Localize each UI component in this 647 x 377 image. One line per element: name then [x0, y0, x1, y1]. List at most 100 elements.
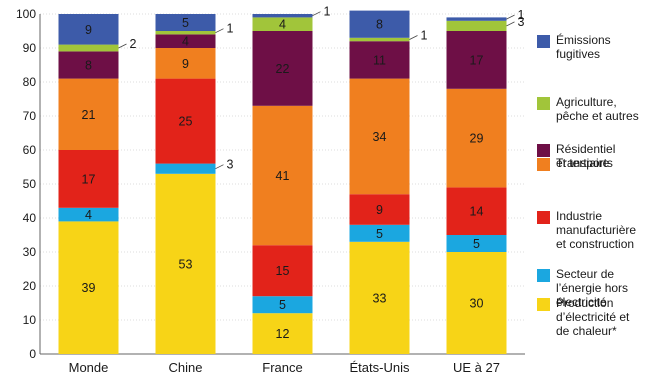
legend-label-line: électricité [556, 295, 607, 309]
data-label: 5 [279, 298, 286, 312]
y-tick-label: 30 [23, 245, 37, 259]
label-leader-line [118, 43, 127, 49]
bar-segment [58, 78, 119, 150]
data-label: 21 [82, 108, 96, 122]
legend-label-line: Émissions [556, 33, 611, 47]
data-label: 5 [473, 237, 480, 251]
legend-swatch [537, 298, 550, 311]
bar-segment [155, 31, 216, 35]
data-label: 4 [279, 18, 286, 32]
data-label: 25 [179, 115, 193, 129]
bar-segment [446, 17, 507, 21]
bar-segment [155, 48, 216, 79]
legend-swatch [537, 269, 550, 282]
y-tick-label: 0 [29, 347, 36, 361]
bar-segment [349, 224, 410, 242]
data-label: 3 [518, 15, 525, 29]
data-label: 1 [324, 5, 331, 19]
bar-segment [58, 221, 119, 354]
bar-segment [252, 17, 313, 31]
bar-segment [349, 194, 410, 225]
data-label: 12 [276, 327, 290, 341]
legend-swatch [537, 144, 550, 157]
bar-segment [252, 31, 313, 106]
data-label: 9 [182, 57, 189, 71]
bar-segment [155, 163, 216, 174]
label-leader-line [215, 164, 224, 170]
x-tick-label: UE à 27 [453, 360, 500, 375]
bar-segment [58, 207, 119, 222]
data-label: 17 [470, 53, 484, 67]
legend-label-line: Secteur de [556, 267, 615, 281]
bar-segment [349, 37, 410, 42]
x-tick-label: Monde [69, 360, 109, 375]
legend-label: Émissions fugitives [556, 33, 647, 61]
legend-label: Transports [556, 156, 647, 170]
data-label: 17 [82, 172, 96, 186]
y-tick-label: 90 [23, 41, 37, 55]
data-label: 34 [373, 130, 387, 144]
bar-segment [58, 51, 119, 79]
data-label: 14 [470, 205, 484, 219]
legend-swatch [537, 35, 550, 48]
legend-label-line: fugitives [556, 47, 601, 61]
data-label: 29 [470, 132, 484, 146]
legend-swatch [537, 211, 550, 224]
bar-segment [155, 78, 216, 164]
data-label: 1 [227, 22, 234, 36]
data-label: 53 [179, 257, 193, 271]
data-label: 39 [82, 281, 96, 295]
data-label: 11 [373, 53, 386, 67]
data-label: 1 [421, 29, 428, 43]
bar-segment [58, 14, 119, 45]
y-tick-label: 100 [16, 7, 36, 21]
legend-label-line: et construction [556, 237, 635, 251]
y-tick-label: 70 [23, 109, 37, 123]
bar-segment [155, 173, 216, 354]
legend-label: Résidentiel et tertiaire [556, 142, 647, 170]
chart-legend: Émissions fugitives Agriculture, pêche et a… [537, 0, 647, 377]
data-label: 1 [518, 8, 525, 22]
label-leader-line [409, 35, 418, 40]
data-label: 2 [130, 37, 137, 51]
bar-segment [349, 41, 410, 79]
x-tick-label: France [262, 360, 302, 375]
bar-segment [252, 105, 313, 246]
data-label: 15 [276, 264, 290, 278]
bar-segment [446, 31, 507, 89]
stacked-bar-chart: 01020304050607080901003941721829Monde533… [16, 5, 525, 375]
label-leader-line [506, 14, 515, 20]
bar-segment [58, 150, 119, 208]
x-tick-label: Chine [169, 360, 203, 375]
label-leader-line [312, 11, 321, 17]
label-leader-line [506, 21, 515, 27]
legend-label-line: Agriculture, [556, 95, 617, 109]
data-label: 8 [376, 18, 383, 32]
legend-label: Industrie manufacturière et construction [556, 209, 647, 251]
bar-segment [349, 78, 410, 195]
bar-segment [252, 245, 313, 297]
legend-swatch [537, 158, 550, 171]
y-tick-label: 50 [23, 177, 37, 191]
data-label: 4 [85, 208, 92, 222]
bar-segment [58, 44, 119, 52]
data-label: 9 [376, 203, 383, 217]
data-label: 41 [276, 169, 290, 183]
data-label: 3 [227, 158, 234, 172]
bar-segment [446, 88, 507, 188]
legend-swatch [537, 97, 550, 110]
bar-segment [446, 20, 507, 31]
legend-label-line: pêche et autres [556, 109, 639, 123]
legend-label: Secteur de l’énergie hors électricité [556, 267, 647, 309]
data-label: 33 [373, 291, 387, 305]
y-tick-label: 80 [23, 75, 37, 89]
bar-segment [446, 235, 507, 252]
legend-label-line: Industrie [556, 209, 603, 223]
legend-label-line: manufacturière [556, 223, 637, 237]
data-label: 4 [182, 35, 189, 49]
y-tick-label: 20 [23, 279, 37, 293]
data-label: 22 [276, 62, 290, 76]
y-tick-label: 10 [23, 313, 37, 327]
label-leader-line [215, 28, 224, 34]
data-label: 9 [85, 23, 92, 37]
